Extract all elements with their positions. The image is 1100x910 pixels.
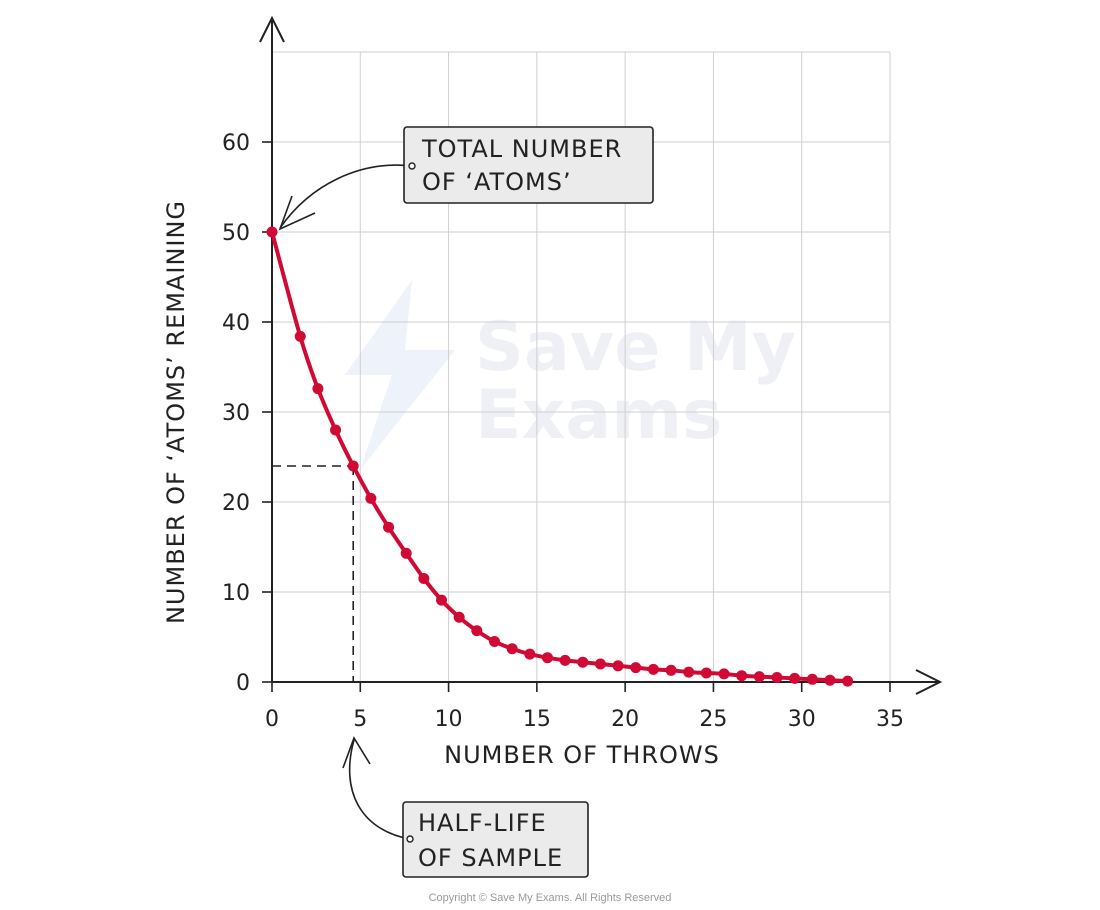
y-tick-labels: 0 10 20 30 40 50 60 — [222, 131, 272, 696]
data-point — [266, 226, 278, 238]
callout-total-line-2: OF ‘ATOMS’ — [422, 168, 572, 196]
y-tick-label: 10 — [222, 581, 250, 606]
callout-total-arrow — [279, 164, 413, 229]
y-tick-label: 30 — [222, 401, 250, 426]
y-tick-label: 60 — [222, 131, 250, 156]
x-axis-title: NUMBER OF THROWS — [444, 741, 720, 769]
data-point — [400, 547, 412, 559]
y-axis-arrow-icon — [259, 15, 285, 43]
data-point — [577, 656, 589, 668]
data-point — [806, 673, 818, 685]
callout-total-arrowhead — [278, 195, 316, 231]
data-point — [771, 672, 783, 683]
data-point — [365, 492, 377, 504]
callout-halflife-box — [402, 801, 589, 878]
y-tick-label: 20 — [222, 491, 250, 516]
data-point — [330, 424, 342, 436]
data-point — [700, 667, 712, 679]
y-axis-title: NUMBER OF ‘ATOMS’ REMAINING — [162, 200, 190, 624]
callout-total-line-1: TOTAL NUMBER — [421, 135, 622, 163]
data-point — [524, 648, 536, 660]
copyright-notice: Copyright © Save My Exams. All Rights Re… — [429, 892, 672, 904]
x-axis-arrow-icon — [915, 669, 943, 695]
watermark: Save My Exams — [345, 280, 796, 470]
decay-curve — [270, 230, 850, 684]
data-points — [266, 226, 854, 687]
data-point — [506, 643, 518, 655]
data-point — [683, 666, 695, 678]
callout-half-life: HALF-LIFE OF SAMPLE — [342, 736, 589, 878]
data-point — [612, 660, 624, 672]
data-point — [436, 594, 448, 606]
y-tick-label: 40 — [222, 311, 250, 336]
callout-halflife-line-2: OF SAMPLE — [418, 844, 563, 872]
half-life-reference-lines — [272, 465, 355, 682]
data-point — [736, 670, 748, 682]
data-point — [630, 662, 642, 674]
x-tick-label: 15 — [523, 707, 551, 732]
watermark-line-1: Save My — [475, 308, 796, 387]
callout-total-atoms: TOTAL NUMBER OF ‘ATOMS’ — [278, 126, 654, 231]
callout-halflife-line-1: HALF-LIFE — [418, 809, 547, 837]
x-tick-label: 10 — [435, 707, 463, 732]
x-tick-label: 20 — [611, 707, 639, 732]
watermark-line-2: Exams — [475, 376, 723, 455]
data-point — [824, 674, 836, 686]
y-tick-label: 0 — [236, 671, 250, 696]
x-tick-label: 25 — [699, 707, 727, 732]
watermark-bolt-icon — [345, 280, 455, 470]
data-point — [594, 658, 606, 670]
data-point — [842, 675, 854, 687]
data-point — [418, 573, 430, 584]
data-point — [559, 654, 571, 666]
data-point — [647, 663, 659, 675]
data-point — [383, 521, 395, 533]
callout-halflife-arrowhead — [342, 736, 371, 769]
callout-halflife-arrow — [348, 739, 411, 840]
x-tick-label: 0 — [265, 707, 279, 732]
data-point — [789, 672, 801, 684]
data-point — [718, 668, 730, 680]
data-point — [312, 383, 324, 395]
data-point — [665, 664, 677, 676]
x-tick-label: 30 — [788, 707, 816, 732]
data-point — [488, 636, 500, 647]
data-point — [294, 330, 306, 342]
x-tick-label: 35 — [876, 707, 904, 732]
y-tick-label: 50 — [222, 221, 250, 246]
data-point — [753, 671, 765, 683]
data-point — [347, 460, 359, 472]
callout-total-box — [403, 126, 654, 204]
data-point — [453, 611, 465, 623]
data-point — [471, 625, 483, 637]
data-point — [541, 652, 553, 664]
x-tick-label: 5 — [353, 707, 367, 732]
x-tick-labels: 0 5 10 15 20 25 30 35 — [265, 682, 904, 732]
